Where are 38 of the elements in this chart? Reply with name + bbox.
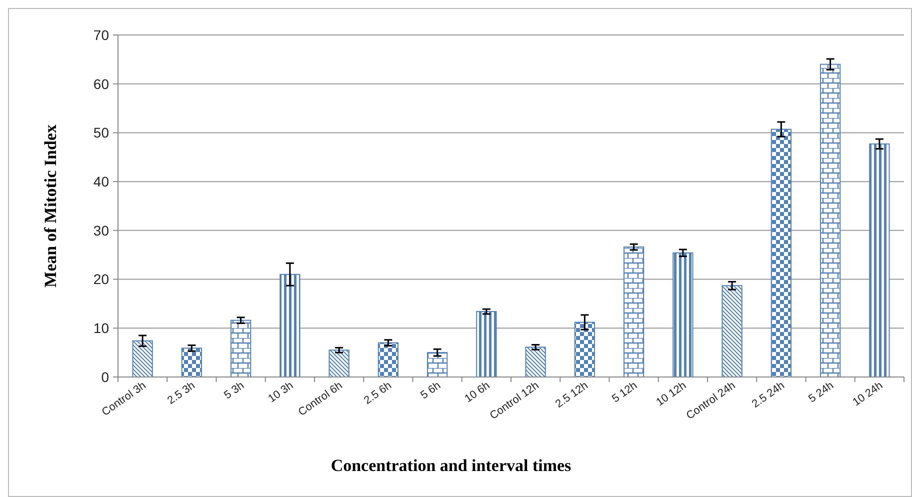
bar <box>426 352 448 378</box>
bar <box>181 348 202 378</box>
x-tick-label: 10 6h <box>462 380 492 406</box>
bar <box>328 350 350 378</box>
x-tick-label: 10 3h <box>266 380 296 406</box>
y-axis-title: Mean of Mitotic Index <box>41 124 60 288</box>
y-tick-label: 70 <box>93 26 110 43</box>
x-tick-label: 5 24h <box>806 380 836 406</box>
bar <box>476 311 497 378</box>
bar <box>574 322 596 378</box>
x-tick-label: 5 12h <box>610 380 640 406</box>
bar <box>132 340 153 378</box>
bar <box>869 143 890 378</box>
y-tick-label: 50 <box>93 124 110 141</box>
x-tick-label: 5 3h <box>222 380 247 402</box>
y-tick-label: 0 <box>101 368 110 385</box>
x-tick-label: 2.5 24h <box>750 380 787 411</box>
bar <box>525 346 546 378</box>
bar <box>280 274 300 378</box>
y-tick-label: 20 <box>93 271 110 288</box>
y-tick-label: 60 <box>93 76 110 92</box>
bar <box>623 246 644 378</box>
x-tick-label: 2.5 12h <box>553 380 590 411</box>
x-axis-title: Concentration and interval times <box>330 456 572 475</box>
x-tick-label: 10 12h <box>654 380 689 409</box>
y-tick-label: 40 <box>93 173 110 190</box>
bar <box>820 64 841 378</box>
x-tick-label: 10 24h <box>850 380 886 409</box>
bar <box>230 320 252 378</box>
x-tick-label: 2.5 6h <box>362 380 394 408</box>
bar <box>722 285 742 378</box>
bar <box>378 342 399 378</box>
bar <box>770 128 792 378</box>
x-tick-label: 2.5 3h <box>165 380 198 408</box>
y-tick-label: 30 <box>93 222 110 238</box>
bar <box>672 252 694 378</box>
x-tick-label: 5 6h <box>418 380 444 402</box>
y-tick-label: 10 <box>93 320 110 336</box>
